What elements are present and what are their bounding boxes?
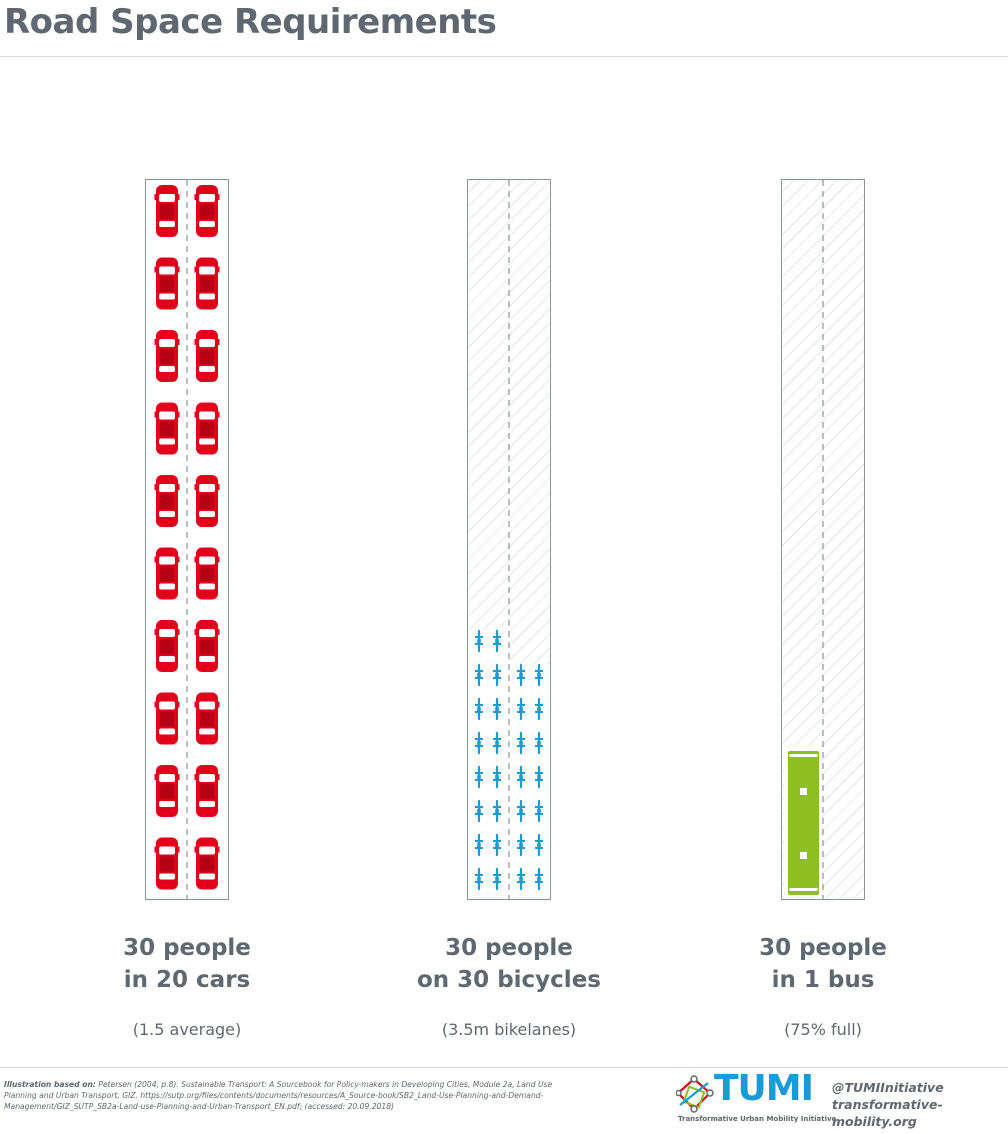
page-title: Road Space Requirements xyxy=(4,2,497,42)
bicycle-icon xyxy=(493,697,501,721)
car-icon xyxy=(154,620,180,672)
bicycle-icon xyxy=(517,697,525,721)
footnote-label: Illustration based on: xyxy=(4,1080,96,1089)
car-icon xyxy=(154,692,180,745)
road-bus xyxy=(781,179,865,900)
bicycle-icon xyxy=(517,765,525,789)
bicycle-icon xyxy=(517,731,525,755)
car-icon xyxy=(194,765,220,817)
caption-bicycles-line2: on 30 bicycles xyxy=(417,967,601,993)
bicycle-icon xyxy=(493,629,501,653)
car-icon xyxy=(154,837,180,890)
social-info: @TUMIInitiative transformative-mobility.… xyxy=(832,1079,1008,1130)
bicycle-icon xyxy=(517,799,525,823)
network-node-icon xyxy=(676,1075,714,1113)
car-icon xyxy=(194,547,220,600)
car-icon xyxy=(194,692,220,745)
road-bus-drawing xyxy=(781,179,865,900)
tumi-logo-text: TUMI xyxy=(714,1068,814,1109)
bicycle-icon xyxy=(493,765,501,789)
bus-icon xyxy=(788,751,819,895)
bicycle-icon xyxy=(475,765,483,789)
note-bus: (75% full) xyxy=(784,1020,862,1039)
bicycle-icon xyxy=(475,629,483,653)
bicycle-icon xyxy=(493,867,501,891)
car-icon xyxy=(154,547,180,600)
bicycle-icon xyxy=(517,833,525,857)
bicycle-icon xyxy=(475,799,483,823)
bicycle-icon xyxy=(535,867,543,891)
bicycle-icon xyxy=(535,765,543,789)
car-icon xyxy=(154,402,180,455)
note-cars: (1.5 average) xyxy=(132,1020,242,1039)
bicycle-icon xyxy=(493,799,501,823)
car-icon xyxy=(194,257,220,310)
footer-divider xyxy=(0,1067,1008,1068)
caption-cars-line1: 30 people xyxy=(123,935,251,961)
bicycle-icon xyxy=(517,663,525,687)
twitter-handle[interactable]: @TUMIInitiative xyxy=(832,1080,944,1095)
bicycle-icon xyxy=(535,833,543,857)
caption-cars: 30 people in 20 cars xyxy=(57,932,317,996)
road-border xyxy=(467,179,551,900)
bicycle-icon xyxy=(493,833,501,857)
caption-bicycles-line1: 30 people xyxy=(445,935,573,961)
car-icon xyxy=(194,837,220,890)
road-bicycles-drawing xyxy=(467,179,551,900)
car-icon xyxy=(154,330,180,382)
note-bicycles: (3.5m bikelanes) xyxy=(441,1020,577,1039)
car-icon xyxy=(154,765,180,817)
caption-bus-line2: in 1 bus xyxy=(771,967,875,993)
car-icon xyxy=(154,257,180,310)
car-icon xyxy=(154,185,180,237)
bicycle-icon xyxy=(475,833,483,857)
bicycle-icon xyxy=(475,697,483,721)
car-icon xyxy=(194,402,220,455)
website-link[interactable]: transformative-mobility.org xyxy=(832,1097,943,1129)
footnote-text: Petersen (2004, p.8). Sustainable Transp… xyxy=(4,1080,553,1111)
caption-cars-line2: in 20 cars xyxy=(123,967,251,993)
bicycle-icon xyxy=(535,799,543,823)
bicycle-icon xyxy=(493,731,501,755)
bicycle-icon xyxy=(535,697,543,721)
caption-bicycles: 30 people on 30 bicycles xyxy=(379,932,639,996)
road-border xyxy=(145,179,229,900)
car-icon xyxy=(154,475,180,527)
caption-bus: 30 people in 1 bus xyxy=(693,932,953,996)
bicycle-icon xyxy=(535,731,543,755)
bicycle-icon xyxy=(475,867,483,891)
bicycle-icon xyxy=(475,663,483,687)
bicycle-icon xyxy=(493,663,501,687)
bicycle-icon xyxy=(517,867,525,891)
car-icon xyxy=(194,185,220,237)
road-bicycles xyxy=(467,179,551,900)
car-icon xyxy=(194,475,220,527)
car-icon xyxy=(194,330,220,382)
bicycle-icon xyxy=(535,663,543,687)
road-cars xyxy=(145,179,229,900)
road-cars-drawing xyxy=(145,179,229,900)
unused-space xyxy=(509,630,550,664)
caption-bus-line1: 30 people xyxy=(759,935,887,961)
tumi-logo-subtitle: Transformative Urban Mobility Initiative xyxy=(678,1115,837,1123)
bicycle-icon xyxy=(475,731,483,755)
car-icon xyxy=(194,620,220,672)
source-footnote: Illustration based on: Petersen (2004, p… xyxy=(4,1079,564,1112)
road-border xyxy=(781,179,865,900)
header-divider xyxy=(0,56,1008,57)
